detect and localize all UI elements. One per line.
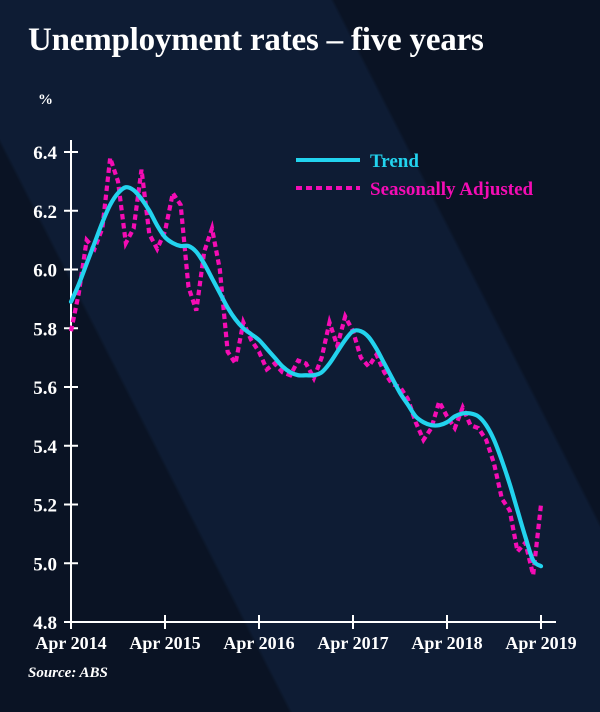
x-axis-tick-label: Apr 2018: [411, 633, 482, 653]
y-axis-tick-label: 5.6: [33, 378, 57, 399]
x-axis-tick-label: Apr 2014: [35, 633, 106, 653]
series-line-trend: [68, 185, 544, 569]
y-axis-tick-label: 6.4: [33, 143, 57, 164]
chart-legend: Trend Seasonally Adjusted: [296, 151, 534, 200]
x-axis-tick-label: Apr 2017: [317, 633, 388, 653]
y-axis-tick-label: 5.0: [33, 554, 57, 575]
page-title: Unemployment rates – five years: [28, 22, 484, 58]
y-axis-unit-label: %: [38, 92, 53, 108]
y-axis-tick-label: 5.4: [33, 437, 57, 458]
x-axis-tick-label: Apr 2015: [129, 633, 200, 653]
x-axis-tick-label: Apr 2016: [223, 633, 294, 653]
series-line-seasonally-adjusted: [68, 157, 544, 576]
source-note: Source: ABS: [28, 665, 108, 681]
x-axis-ticks: [70, 615, 542, 629]
legend-label-seasonally-adjusted: Seasonally Adjusted: [370, 179, 534, 200]
x-axis-tick-label: Apr 2019: [505, 633, 576, 653]
y-axis-tick-label: 5.8: [33, 319, 57, 340]
y-axis-tick-label: 4.8: [33, 613, 57, 634]
legend-label-trend: Trend: [370, 151, 419, 172]
y-axis-tick-label: 6.0: [33, 261, 57, 282]
y-axis-tick-labels: 4.8 5.0 5.2 5.4 5.6 5.8 6.0 6.2 6.4: [33, 143, 57, 634]
x-axis-tick-labels: Apr 2014 Apr 2015 Apr 2016 Apr 2017 Apr 2018…: [35, 633, 576, 653]
y-axis-tick-label: 5.2: [33, 496, 57, 517]
y-axis-tick-label: 6.2: [33, 202, 57, 223]
